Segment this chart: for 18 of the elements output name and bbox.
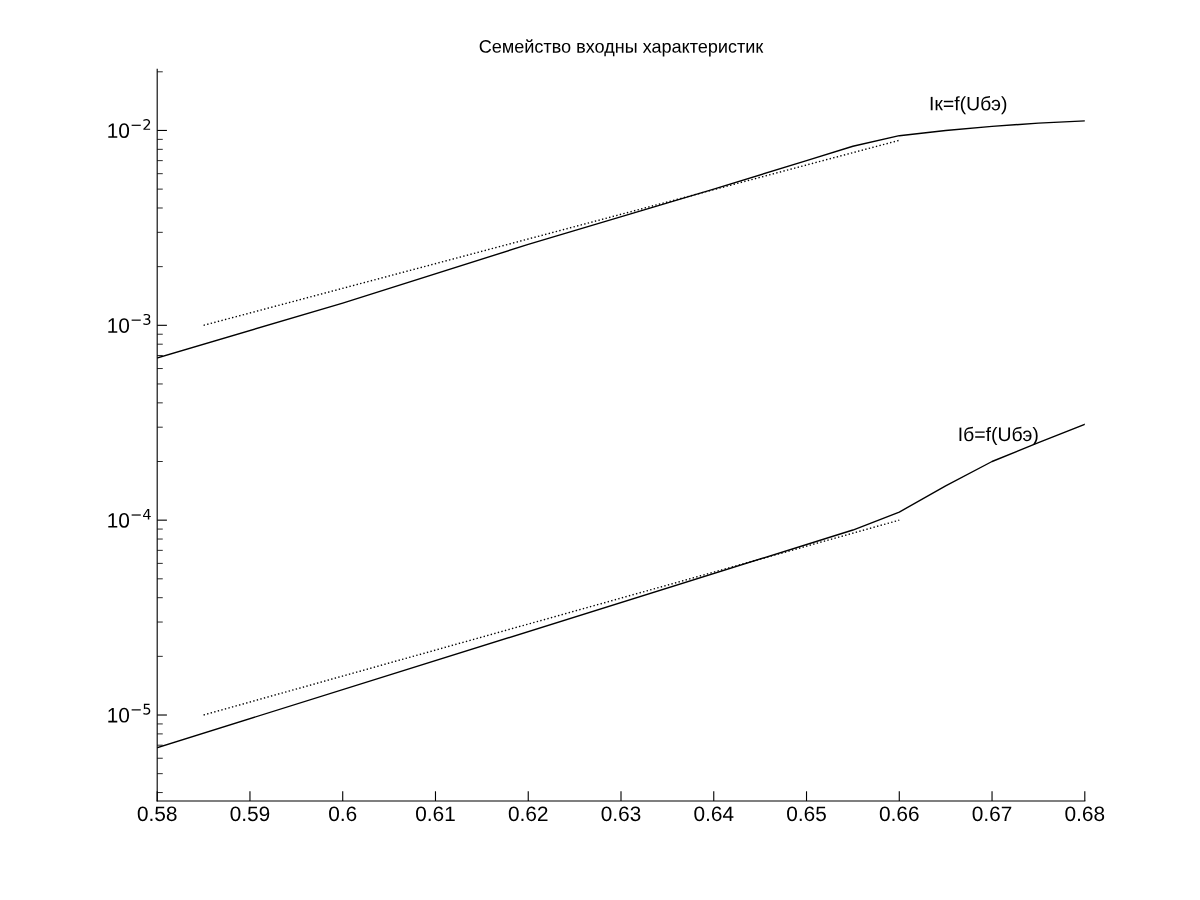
x-tick-label: 0.65 xyxy=(787,806,826,822)
x-tick-label: 0.62 xyxy=(508,806,548,822)
y-tick-label: 10$^{−5}$ xyxy=(108,703,151,723)
y-tick-label: 10$^{−3}$ xyxy=(108,313,151,333)
y-tick-label: 10$^{−2}$ xyxy=(108,119,151,139)
x-tick-label: 0.58 xyxy=(137,806,177,822)
x-tick-label: 0.66 xyxy=(879,806,919,822)
y-tick-label: 10$^{−4}$ xyxy=(108,508,151,528)
x-tick-label: 0.6 xyxy=(329,806,357,822)
x-tick-label: 0.68 xyxy=(1065,806,1105,822)
chart-title: Семейство входны характеристик xyxy=(479,39,764,57)
x-tick-label: 0.64 xyxy=(694,806,734,822)
x-tick-label: 0.59 xyxy=(230,806,270,822)
annotation: Iк=f(Uбэ) xyxy=(930,96,1007,115)
x-tick-label: 0.61 xyxy=(416,806,455,822)
x-tick-label: 0.67 xyxy=(972,806,1012,822)
annotation: Iб=f(Uбэ) xyxy=(959,426,1038,446)
x-tick-label: 0.63 xyxy=(601,806,641,822)
